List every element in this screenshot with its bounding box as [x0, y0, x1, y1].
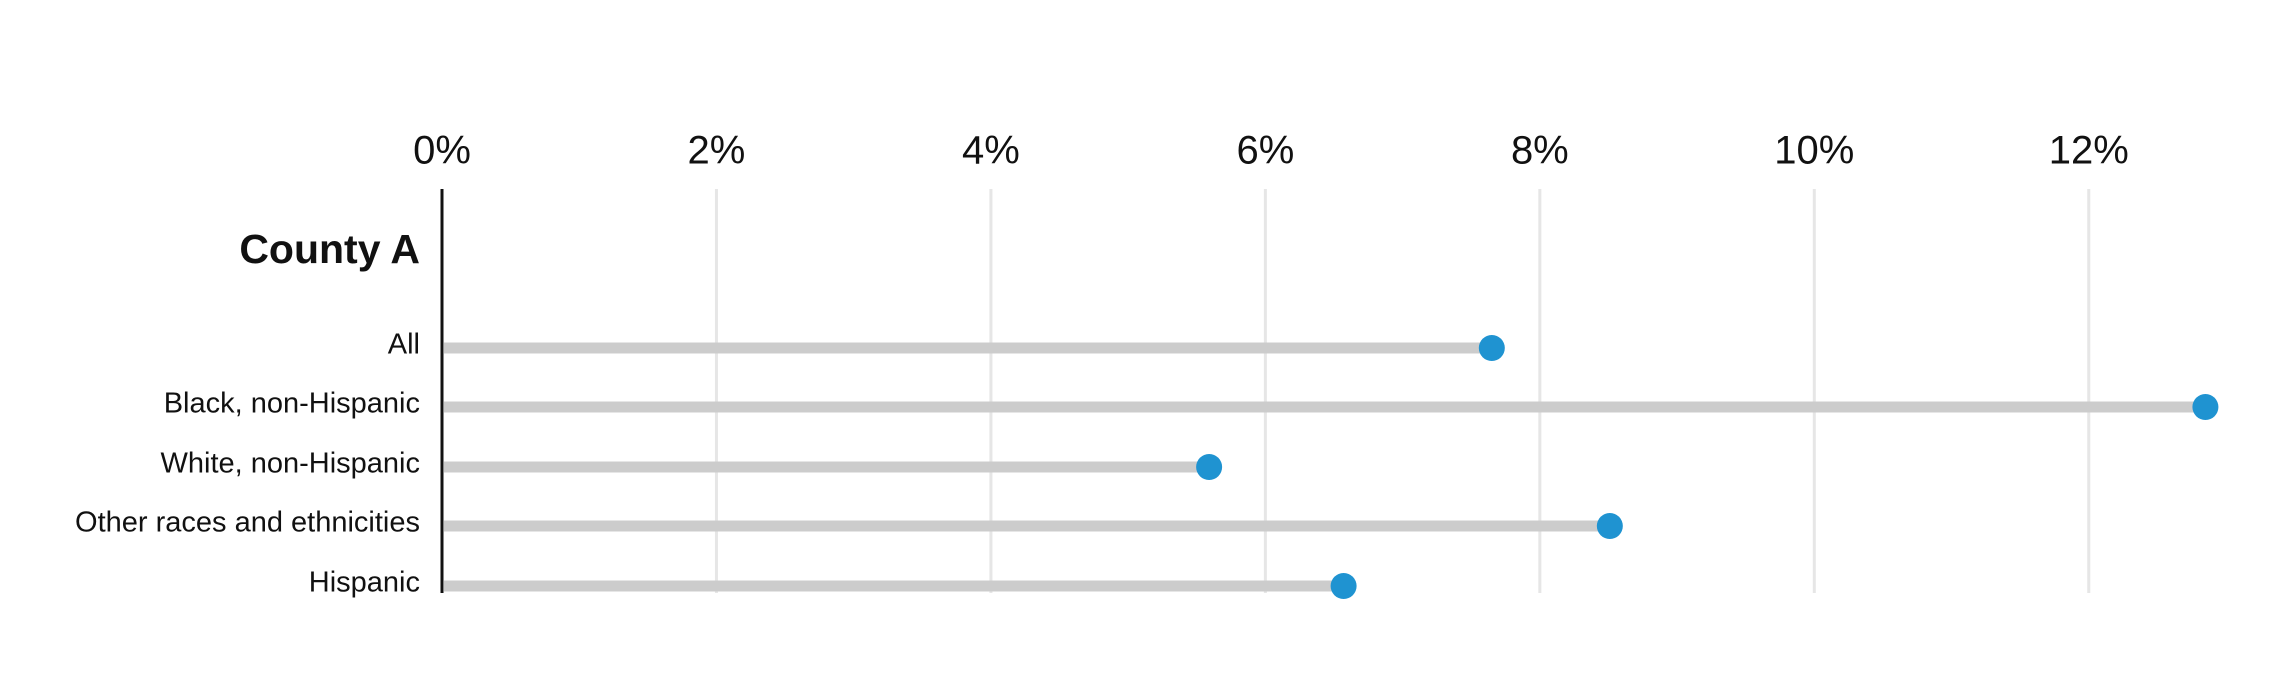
category-label: White, non-Hispanic — [161, 448, 421, 480]
x-tick-label: 8% — [1511, 129, 1569, 173]
dot — [1478, 335, 1505, 361]
x-tick-label: 12% — [2049, 129, 2129, 173]
x-tick-label: 10% — [1774, 129, 1854, 173]
x-tick-label: 0% — [413, 129, 471, 173]
x-tick-label: 2% — [688, 129, 746, 173]
x-tick-label: 4% — [962, 129, 1020, 173]
category-label: All — [388, 329, 420, 361]
category-label: Black, non-Hispanic — [164, 388, 420, 420]
category-label: Other races and ethnicities — [75, 507, 420, 539]
dot — [1596, 513, 1623, 539]
dot — [1196, 454, 1223, 480]
dot — [1330, 573, 1357, 599]
category-label: Hispanic — [309, 567, 420, 599]
dot — [2192, 394, 2219, 420]
group-label: County A — [239, 226, 420, 272]
x-tick-label: 6% — [1236, 129, 1294, 173]
